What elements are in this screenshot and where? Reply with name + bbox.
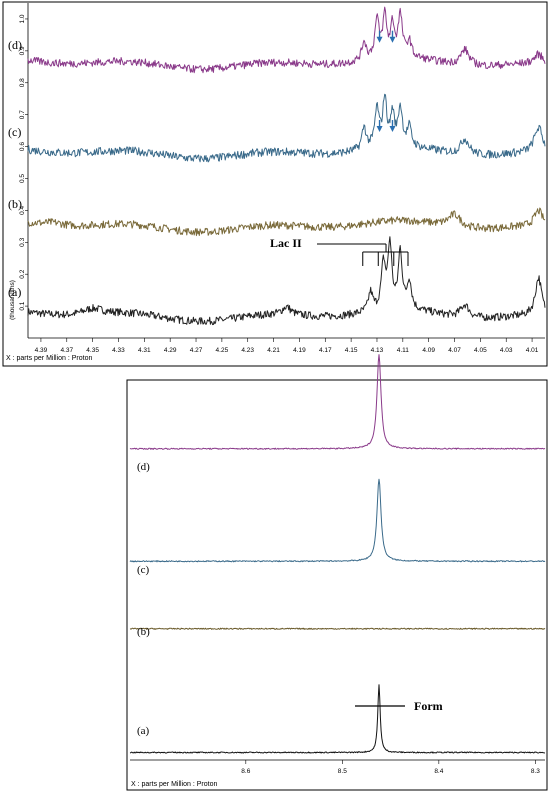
top-spectrum-panel: 4.39 4.37 4.35 4.33 4.31 4.29 4.27 4.25 4.23 4.21… [2,1,548,367]
bottom-spectrum-panel: 8.6 8.5 8.4 8.3 X : parts per Million : Prot… [126,354,548,791]
x-tick-label: 4.09 [422,347,435,354]
x-tick-label: 4.01 [526,347,539,354]
lac-ii-label: Lac II [270,236,302,250]
x-tick-label: 4.17 [319,347,332,354]
arrow-head [376,36,383,43]
x-tick-label: 8.6 [241,768,250,775]
spectrum-trace [129,627,546,630]
spectrum-trace [27,207,546,237]
x-tick-label: 4.11 [397,347,410,354]
y-tick-label: 0.7 [19,110,26,119]
x-tick-label: 4.07 [448,347,461,354]
x-axis-label: X : parts per Million : Proton [6,355,92,362]
spectrum-trace [27,236,546,326]
x-tick-label: 4.13 [371,347,384,354]
x-tick-label: 8.3 [531,768,540,775]
x-tick-label: 4.03 [500,347,513,354]
y-tick-label: 0.6 [19,142,26,151]
trace-label: (b) [137,626,150,638]
x-tick-label: 4.19 [293,347,306,354]
y-tick-label: 0.1 [19,301,26,310]
trace-label: (b) [8,197,22,211]
arrow-head [389,36,396,43]
spectrum-trace [129,684,546,754]
y-axis-label: (thousandths) [9,280,16,320]
x-tick-label: 4.25 [216,347,229,354]
x-tick-label: 4.05 [474,347,487,354]
arrow-head [389,126,396,133]
arrow-head [376,126,383,133]
trace-label: (c) [137,564,150,576]
spectrum-trace [27,6,546,74]
x-tick-label: 4.37 [60,347,73,354]
x-tick-label: 8.4 [434,768,443,775]
x-axis-label: X : parts per Million : Proton [131,781,217,788]
form-label: Form [414,699,443,713]
x-tick-label: 4.15 [345,347,358,354]
y-tick-label: 0.2 [19,269,26,278]
x-tick-label: 4.27 [190,347,203,354]
spectrum-trace [27,93,546,163]
x-tick-label: 4.21 [267,347,280,354]
y-tick-label: 0.4 [19,205,26,214]
y-tick-label: 0.5 [19,174,26,183]
x-tick-label: 8.5 [338,768,347,775]
x-tick-label: 4.33 [112,347,125,354]
trace-label: (a) [8,285,21,299]
y-tick-label: 0.8 [19,78,26,87]
x-tick-label: 4.31 [138,347,151,354]
trace-label: (d) [137,461,150,473]
spectrum-trace [129,354,546,450]
spectrum-trace [129,478,546,563]
bottom-panel-frame [126,379,548,791]
x-tick-label: 4.39 [35,347,48,354]
trace-label: (c) [8,125,21,139]
x-tick-label: 4.29 [164,347,177,354]
y-tick-label: 1.0 [19,14,26,23]
y-tick-label: 0.3 [19,237,26,246]
trace-label: (d) [8,38,22,52]
trace-label: (a) [137,725,150,737]
x-tick-label: 4.23 [241,347,254,354]
top-panel-frame [2,1,548,367]
y-tick-label: 0.9 [19,46,26,55]
x-tick-label: 4.35 [86,347,99,354]
